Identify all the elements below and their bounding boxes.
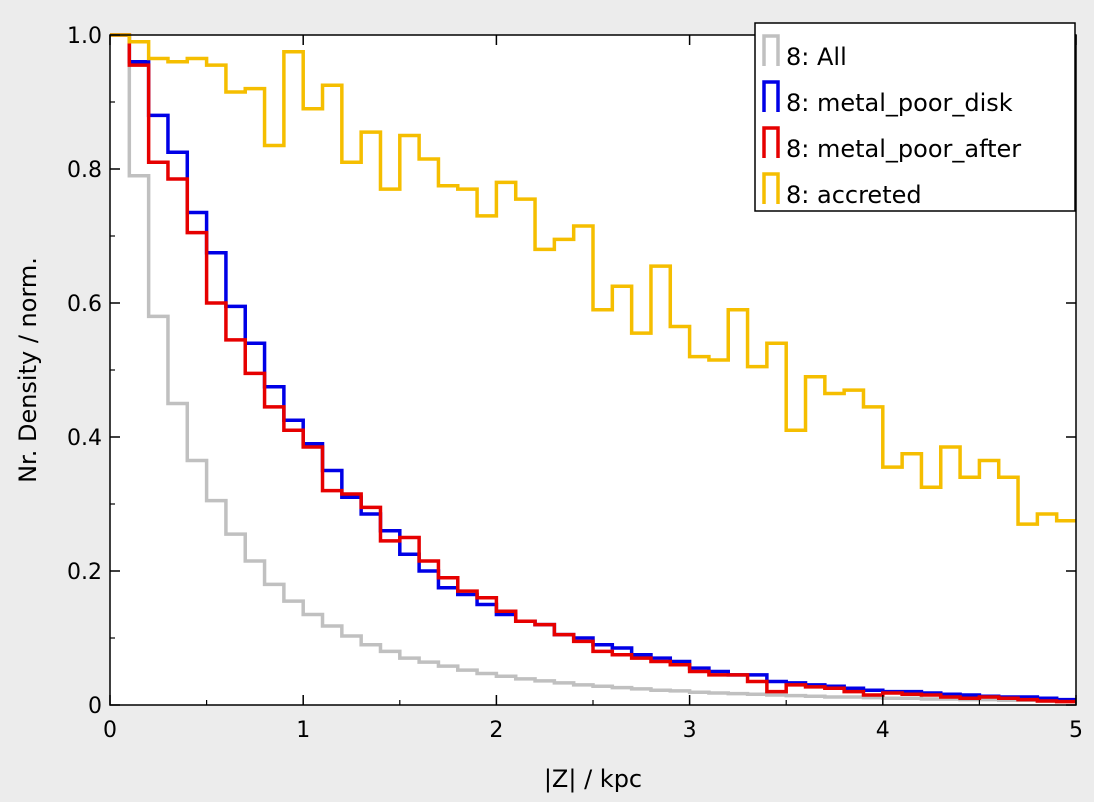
x-tick-label-2: 2 bbox=[489, 718, 503, 743]
series-line-0 bbox=[110, 33, 1076, 703]
series-line-3 bbox=[110, 33, 1076, 526]
x-tick-label-4: 4 bbox=[876, 718, 890, 743]
legend-label-2: 8: metal_poor_after bbox=[786, 135, 1021, 163]
x-tick-label-5: 5 bbox=[1069, 718, 1083, 743]
legend-entry-1: 8: metal_poor_disk bbox=[762, 80, 1013, 117]
legend-swatch-1 bbox=[762, 80, 780, 112]
y-tick-label-4: 0.8 bbox=[67, 158, 102, 183]
y-tick-label-5: 1.0 bbox=[67, 24, 102, 49]
legend-box bbox=[754, 22, 1076, 212]
y-tick-label-2: 0.4 bbox=[67, 426, 102, 451]
legend-swatch-0 bbox=[762, 34, 780, 66]
y-tick-label-3: 0.6 bbox=[67, 292, 102, 317]
x-tick-label-3: 3 bbox=[683, 718, 697, 743]
x-tick-label-1: 1 bbox=[296, 718, 310, 743]
x-axis-label: |Z| / kpc bbox=[544, 765, 642, 793]
legend-label-3: 8: accreted bbox=[786, 181, 922, 209]
x-tick-label-0: 0 bbox=[103, 718, 117, 743]
legend-swatch-3 bbox=[762, 172, 780, 204]
y-tick-label-1: 0.2 bbox=[67, 560, 102, 585]
series-line-2 bbox=[110, 33, 1076, 704]
x-axis: 0 1 2 3 4 5 bbox=[103, 35, 1083, 743]
legend-entry-0: 8: All bbox=[762, 34, 847, 71]
legend-label-0: 8: All bbox=[786, 43, 847, 71]
legend-swatch-2 bbox=[762, 126, 780, 158]
y-axis-label: Nr. Density / norm. bbox=[14, 257, 42, 483]
legend-entry-2: 8: metal_poor_after bbox=[762, 126, 1021, 163]
y-tick-label-0: 0 bbox=[88, 694, 102, 719]
legend-label-1: 8: metal_poor_disk bbox=[786, 89, 1013, 117]
series-layer bbox=[110, 33, 1076, 704]
legend-entry-3: 8: accreted bbox=[762, 172, 922, 209]
legend: 8: All 8: metal_poor_disk 8: metal_poor_af… bbox=[754, 22, 1076, 212]
